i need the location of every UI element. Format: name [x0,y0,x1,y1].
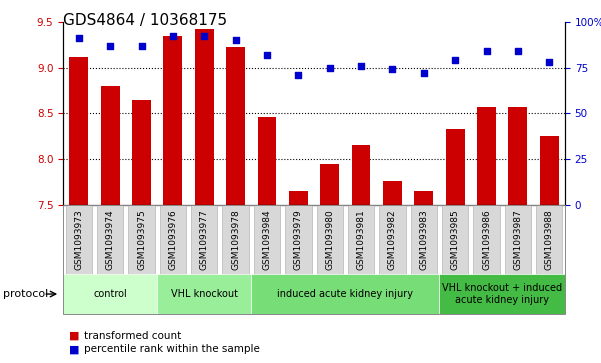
Text: induced acute kidney injury: induced acute kidney injury [278,289,413,299]
Bar [540,136,559,205]
Bar [289,191,308,205]
Bar [352,144,370,205]
Point [293,72,303,78]
Point [388,66,397,72]
Text: GSM1093980: GSM1093980 [325,209,334,270]
Bar [132,100,151,205]
Text: ■: ■ [69,331,79,341]
Point [136,43,146,49]
Text: GSM1093987: GSM1093987 [513,209,522,270]
Point [105,43,115,49]
Text: control: control [93,289,127,299]
Text: VHL knockout + induced
acute kidney injury: VHL knockout + induced acute kidney inju… [442,283,563,305]
Point [74,35,84,41]
Text: GSM1093978: GSM1093978 [231,209,240,270]
Text: GSM1093974: GSM1093974 [106,209,115,270]
Bar [258,117,276,205]
Point [482,48,492,54]
Bar [383,181,402,205]
Text: GSM1093984: GSM1093984 [263,209,272,270]
Bar [320,164,339,205]
Text: GSM1093988: GSM1093988 [545,209,554,270]
Text: GSM1093986: GSM1093986 [482,209,491,270]
Bar [101,86,120,205]
Bar [195,29,213,205]
Text: GSM1093983: GSM1093983 [419,209,429,270]
Point [200,33,209,39]
Text: percentile rank within the sample: percentile rank within the sample [84,344,260,354]
Text: VHL knockout: VHL knockout [171,289,238,299]
Bar [477,107,496,205]
Bar [446,129,465,205]
Point [168,33,178,39]
Text: GSM1093979: GSM1093979 [294,209,303,270]
Point [450,57,460,63]
Bar [226,48,245,205]
Bar [163,36,182,205]
Text: protocol: protocol [3,289,48,299]
Point [356,63,366,69]
Text: ■: ■ [69,344,79,354]
Text: transformed count: transformed count [84,331,182,341]
Point [419,70,429,76]
Point [231,37,240,43]
Text: GDS4864 / 10368175: GDS4864 / 10368175 [63,13,227,28]
Text: GSM1093981: GSM1093981 [356,209,365,270]
Point [545,59,554,65]
Text: GSM1093977: GSM1093977 [200,209,209,270]
Text: GSM1093985: GSM1093985 [451,209,460,270]
Point [262,52,272,58]
Text: GSM1093975: GSM1093975 [137,209,146,270]
Point [513,48,523,54]
Bar [69,57,88,205]
Bar [508,107,527,205]
Bar [414,191,433,205]
Text: GSM1093976: GSM1093976 [168,209,177,270]
Point [325,65,335,70]
Text: GSM1093982: GSM1093982 [388,209,397,270]
Text: GSM1093973: GSM1093973 [75,209,84,270]
